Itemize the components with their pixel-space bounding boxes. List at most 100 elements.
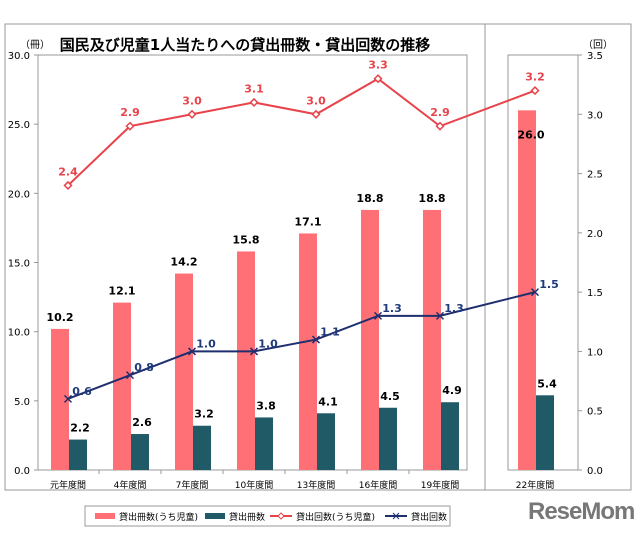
chart-title: 国民及び児童1人当たりへの貸出冊数・貸出回数の推移 [60,36,430,54]
bar-books [193,425,211,470]
bar-label-books: 2.6 [132,416,152,429]
bar-children-books [237,251,255,470]
category-label: 元年度間 [50,479,86,491]
category-label: 16年度間 [359,479,397,491]
legend-swatch-children-books [95,513,115,519]
children-loans-marker [311,109,321,119]
loans-label: 1.3 [444,302,464,315]
left-tick-label: 10.0 [8,328,30,339]
bar-label-books: 4.5 [380,390,400,403]
bar-label-children-books: 12.1 [108,285,135,298]
right-tick-label: 2.0 [587,229,603,240]
children-loans-label: 2.9 [120,106,140,119]
right-tick-label: 0.5 [587,407,603,418]
bar-label-books: 4.9 [442,384,462,397]
loans-marker [63,394,73,403]
children-loans-label: 3.1 [244,82,264,95]
bar-label-books: 4.1 [318,395,338,408]
bar-books [317,413,335,470]
legend-marker [277,512,285,520]
resemom-logo: ReseMom [528,498,635,525]
loans-marker [435,311,445,320]
legend [84,505,451,527]
category-label: 7年度間 [176,479,209,491]
children-loans-marker [249,97,259,107]
right-tick-label: 3.0 [587,110,603,121]
bar-label-children-books: 26.0 [517,128,544,141]
loans-marker [373,311,383,320]
bar-label-children-books: 17.1 [294,215,321,228]
loans-line [67,291,536,400]
left-tick-label: 20.0 [8,189,30,200]
loans-marker [187,347,197,356]
loans-label: 1.0 [196,337,216,350]
bar-label-children-books: 10.2 [46,311,73,324]
children-loans-label: 3.3 [368,59,388,72]
legend-label: 貸出冊数(うち児童) [119,511,198,523]
bar-children-books [518,110,536,470]
loans-marker [311,335,321,344]
children-loans-label: 3.0 [306,94,326,107]
loans-label: 1.3 [382,302,402,315]
loans-marker [125,371,135,380]
bar-label-children-books: 18.8 [356,192,383,205]
bar-label-books: 2.2 [70,422,90,435]
loans-label: 1.1 [320,326,340,339]
left-tick-label: 5.0 [14,397,30,408]
children-loans-line [67,77,536,187]
legend-swatch-books [205,513,225,519]
bar-children-books [423,209,441,470]
children-loans-label: 3.2 [525,71,545,84]
category-label: 19年度間 [421,479,459,491]
right-tick-label: 2.5 [587,170,603,181]
left-tick-label: 30.0 [8,51,30,62]
left-tick-label: 0.0 [14,466,30,477]
children-loans-marker [435,121,445,131]
loans-label: 1.0 [258,337,278,350]
children-loans-marker [530,86,540,96]
right-tick-label: 1.0 [587,347,603,358]
bar-books [131,434,149,470]
bar-label-books: 3.8 [256,399,276,412]
children-loans-marker [373,74,383,84]
loans-label: 0.6 [72,385,92,398]
legend-label: 貸出回数 [411,511,447,523]
outer-frame [4,23,632,491]
children-loans-marker [125,121,135,131]
loans-marker [249,347,259,356]
loans-marker [530,288,540,297]
bar-label-children-books: 18.8 [418,192,445,205]
right-unit-label: （回） [583,39,613,51]
loans-label: 1.5 [539,278,559,291]
bar-books [536,395,554,470]
right-tick-label: 3.5 [587,51,603,62]
category-label: 10年度間 [235,479,273,491]
loans-label: 0.8 [134,361,154,374]
category-label: 13年度間 [297,479,335,491]
bar-label-books: 5.4 [537,377,557,390]
children-loans-marker [187,109,197,119]
children-loans-label: 2.9 [430,106,450,119]
bar-books [69,439,87,470]
bar-label-books: 3.2 [194,408,214,421]
children-loans-label: 3.0 [182,94,202,107]
left-tick-label: 25.0 [8,120,30,131]
children-loans-marker [63,180,73,190]
bar-books [255,417,273,470]
category-label: 22年度間 [516,479,554,491]
bar-children-books [299,233,317,470]
bar-children-books [175,273,193,470]
bar-label-children-books: 15.8 [232,233,259,246]
legend-marker [392,512,400,520]
left-tick-label: 15.0 [8,259,30,270]
category-label: 4年度間 [114,479,147,491]
bar-books [441,402,459,470]
bar-children-books [51,328,69,470]
bar-children-books [361,209,379,470]
bar-label-children-books: 14.2 [170,256,197,269]
bar-children-books [113,302,131,470]
bar-books [379,407,397,470]
legend-label: 貸出回数(うち児童) [296,511,375,523]
